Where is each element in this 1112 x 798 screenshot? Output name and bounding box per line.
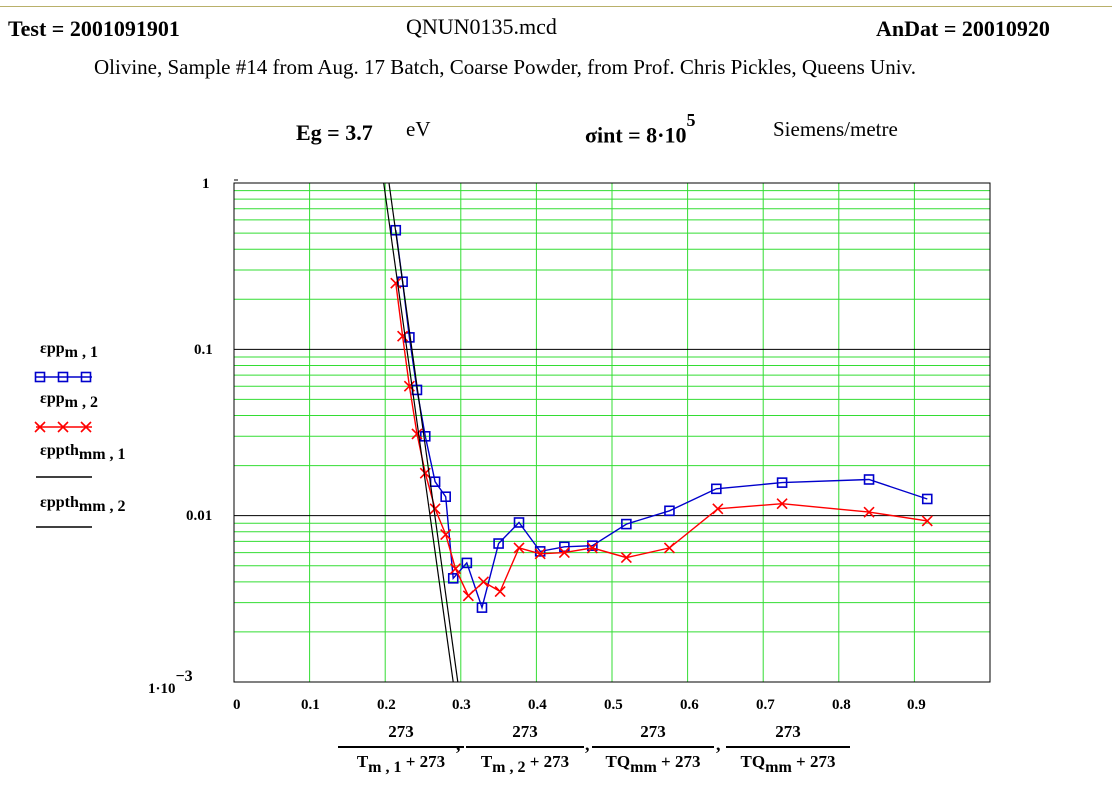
series-group-3	[383, 183, 454, 682]
x-label-fraction-1: 273 Tm , 1 + 273	[338, 722, 464, 777]
x-label-fraction-3: 273 TQmm + 273	[592, 722, 714, 777]
series-line-3	[383, 183, 454, 682]
x-tick-label-0.7: 0.7	[756, 697, 775, 713]
data-point-square	[476, 602, 488, 613]
data-point-square	[461, 557, 473, 569]
x-tick-label-0.3: 0.3	[452, 697, 471, 713]
legend-marker-square	[57, 371, 69, 383]
x-label-comma: ,	[456, 734, 461, 754]
data-point-x	[462, 590, 474, 602]
legend-label-series-1: εppm , 1	[40, 340, 98, 362]
legend-marker-x	[57, 421, 69, 433]
plot-frame	[233, 182, 991, 683]
data-point-x	[921, 515, 933, 527]
series-line-2	[395, 283, 928, 597]
x-tick-label-0.8: 0.8	[832, 697, 851, 713]
data-point-square	[863, 474, 875, 485]
y-tick-label-1: 1	[202, 176, 210, 192]
x-label-comma: ,	[585, 734, 590, 754]
data-point-square	[776, 477, 788, 488]
x-tick-label-0.2: 0.2	[377, 697, 396, 713]
eg-unit: eV	[406, 117, 431, 141]
x-tick-label-0.9: 0.9	[907, 697, 926, 713]
data-point-square	[587, 540, 598, 551]
data-point-x	[449, 563, 462, 575]
x-label-fraction-4: 273 TQmm + 273	[726, 722, 850, 777]
data-point-x	[712, 503, 724, 515]
x-label-fraction-2: 273 Tm , 2 + 273	[466, 722, 584, 777]
data-point-x	[776, 498, 788, 510]
x-tick-label-0.1: 0.1	[301, 697, 320, 713]
data-point-x	[863, 506, 875, 518]
sample-description: Olivine, Sample #14 from Aug. 17 Batch, …	[94, 55, 916, 79]
eg-label: Eg = 3.7	[296, 120, 373, 145]
data-point-x	[586, 542, 598, 554]
x-tick-label-0.4: 0.4	[528, 697, 547, 713]
sigma-unit: Siemens/metre	[773, 117, 898, 141]
file-name: QNUN0135.mcd	[406, 14, 557, 39]
data-point-x	[620, 551, 632, 564]
data-point-square	[711, 483, 722, 495]
series-group-2	[390, 277, 933, 602]
data-point-square	[664, 505, 675, 517]
sigma-exponent: 5	[686, 110, 696, 130]
data-point-x	[440, 528, 452, 541]
data-point-x	[390, 277, 402, 289]
x-tick-label-0.5: 0.5	[604, 697, 623, 713]
data-point-x	[534, 548, 546, 560]
data-point-x	[429, 503, 441, 515]
series-line-4	[388, 183, 459, 682]
x-label-comma: ,	[716, 734, 721, 754]
legend-label-series-2: εppm , 2	[40, 390, 98, 412]
data-point-x	[558, 547, 570, 559]
data-point-square	[419, 431, 431, 442]
data-point-square	[513, 517, 525, 528]
data-point-x	[663, 542, 676, 554]
series-group-4	[388, 183, 459, 682]
legend-marker-square	[34, 371, 46, 383]
data-point-x	[477, 576, 490, 588]
x-tick-label-0.6: 0.6	[680, 697, 699, 713]
sigma-text: σint = 8·10	[585, 122, 687, 148]
x-tick-label-0: 0	[233, 697, 241, 713]
data-point-x	[411, 428, 423, 440]
legend-marker-x	[34, 421, 46, 433]
data-point-square	[447, 573, 459, 584]
data-point-square	[493, 538, 504, 549]
sigma-label: σint = 8·105	[585, 110, 696, 148]
top-rule	[0, 6, 1112, 7]
y-tick-label-0.1: 0.1	[194, 342, 213, 358]
analysis-date-label: AnDat = 20010920	[876, 16, 1050, 41]
legend-label-series-3: εppthmm , 1	[40, 442, 126, 464]
legend-marker-square	[80, 371, 92, 383]
data-point-square	[440, 491, 451, 503]
data-point-square	[534, 546, 546, 557]
test-id-label: Test = 2001091901	[8, 16, 180, 41]
data-point-square	[921, 493, 933, 505]
data-point-square	[621, 518, 632, 530]
data-point-square	[559, 541, 570, 553]
legend-marker-x	[80, 421, 92, 433]
series-group-1	[390, 224, 933, 613]
y-tick-label-0.001: 1·10−3	[148, 668, 193, 697]
series-line-1	[395, 230, 928, 611]
data-point-x	[494, 585, 506, 598]
legend-label-series-4: εppthmm , 2	[40, 494, 126, 516]
data-point-x	[513, 542, 525, 554]
y-tick-label-0.01: 0.01	[186, 508, 213, 524]
